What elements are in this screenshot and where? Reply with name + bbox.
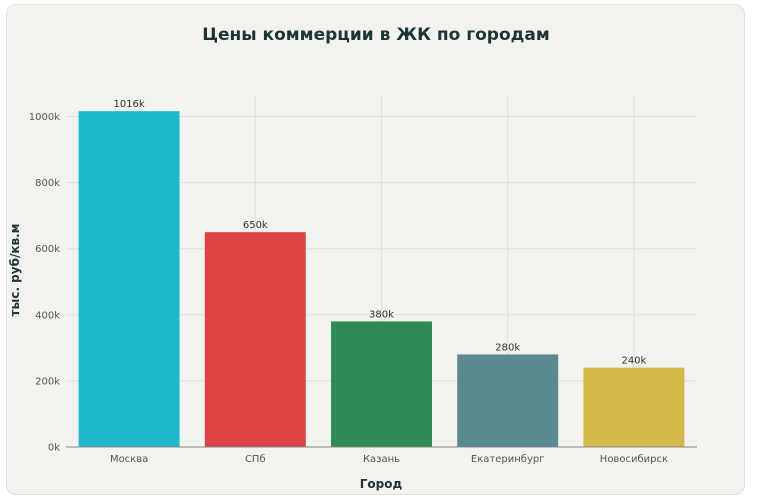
data-label: 650k: [243, 220, 268, 231]
data-label: 380k: [369, 309, 394, 320]
bar: [457, 354, 559, 447]
y-tick-label: 800k: [35, 178, 60, 189]
x-tick-label: Екатеринбург: [471, 454, 545, 465]
y-ticks-layer: 0k 200k 400k 600k 800k 1000k: [29, 112, 60, 454]
y-tick-label: 600k: [35, 244, 60, 255]
x-tick-label: СПб: [245, 454, 266, 465]
data-label: 280k: [495, 342, 520, 353]
y-tick-label: 1000k: [29, 112, 60, 123]
bar: [331, 321, 432, 447]
y-axis-title: тыс. руб/кв.м: [8, 224, 22, 317]
bar: [583, 367, 685, 447]
data-label: 1016k: [113, 99, 144, 110]
x-axis-title: Город: [360, 477, 403, 491]
x-tick-label: Москва: [110, 454, 148, 465]
x-tick-label: Казань: [363, 454, 400, 465]
chart-title: Цены коммерции в ЖК по городам: [202, 25, 550, 45]
y-tick-label: 0k: [48, 443, 60, 454]
labels-layer: 1016k Москва 650k СПб 380k Казань 280k Екатерин…: [110, 99, 668, 465]
bar: [78, 111, 180, 447]
y-tick-label: 400k: [35, 310, 60, 321]
y-tick-label: 200k: [35, 376, 60, 387]
bar: [204, 232, 306, 447]
bars-layer: [78, 111, 685, 447]
x-tick-label: Новосибирск: [600, 454, 668, 465]
data-label: 240k: [621, 356, 646, 367]
